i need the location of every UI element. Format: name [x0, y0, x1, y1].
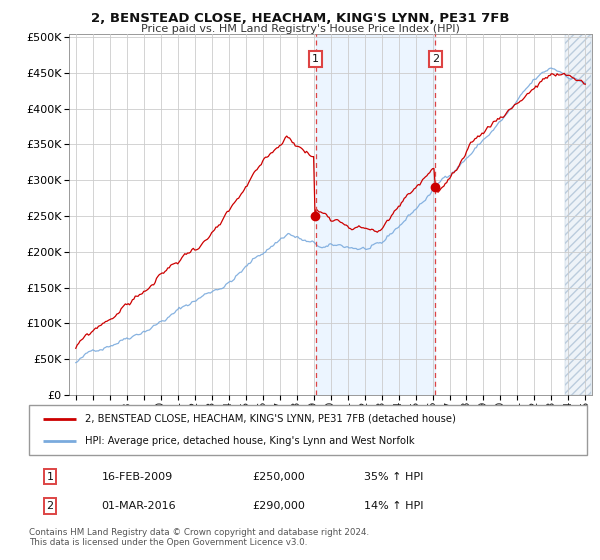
- FancyBboxPatch shape: [29, 405, 587, 455]
- Text: Contains HM Land Registry data © Crown copyright and database right 2024.: Contains HM Land Registry data © Crown c…: [29, 528, 369, 536]
- Text: £290,000: £290,000: [252, 501, 305, 511]
- Bar: [565, 34, 590, 395]
- Text: 14% ↑ HPI: 14% ↑ HPI: [364, 501, 423, 511]
- Text: 1: 1: [47, 472, 53, 482]
- Text: HPI: Average price, detached house, King's Lynn and West Norfolk: HPI: Average price, detached house, King…: [85, 436, 414, 446]
- Text: This data is licensed under the Open Government Licence v3.0.: This data is licensed under the Open Gov…: [29, 538, 307, 547]
- Text: £250,000: £250,000: [252, 472, 305, 482]
- Text: 2: 2: [432, 54, 439, 64]
- Text: 2: 2: [46, 501, 53, 511]
- Text: 35% ↑ HPI: 35% ↑ HPI: [364, 472, 423, 482]
- Text: 2, BENSTEAD CLOSE, HEACHAM, KING'S LYNN, PE31 7FB: 2, BENSTEAD CLOSE, HEACHAM, KING'S LYNN,…: [91, 12, 509, 25]
- Bar: [565, 34, 590, 395]
- Text: 2, BENSTEAD CLOSE, HEACHAM, KING'S LYNN, PE31 7FB (detached house): 2, BENSTEAD CLOSE, HEACHAM, KING'S LYNN,…: [85, 414, 455, 424]
- Bar: [316, 34, 436, 395]
- Text: 16-FEB-2009: 16-FEB-2009: [101, 472, 173, 482]
- Text: Price paid vs. HM Land Registry's House Price Index (HPI): Price paid vs. HM Land Registry's House …: [140, 24, 460, 34]
- Text: 01-MAR-2016: 01-MAR-2016: [101, 501, 176, 511]
- Text: 1: 1: [312, 54, 319, 64]
